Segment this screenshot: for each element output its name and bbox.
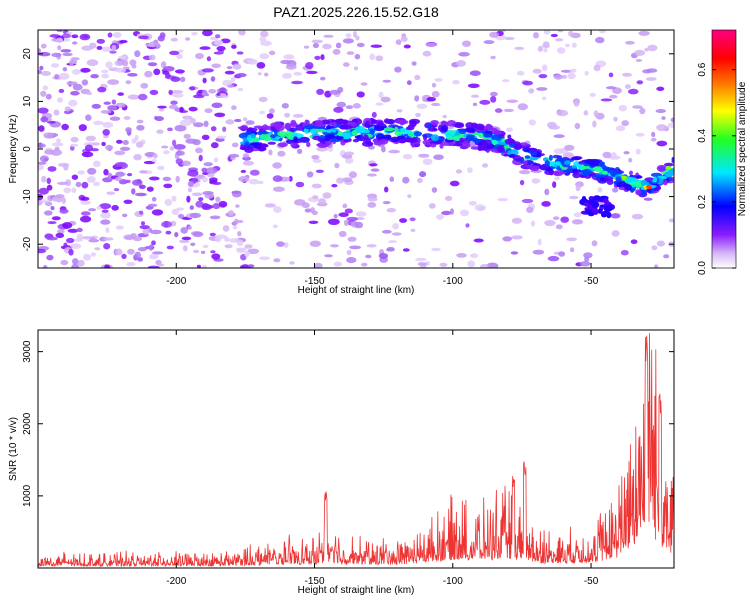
colorbar-tick-label: 0.2 xyxy=(697,195,708,209)
snr-x-tick-label: -200 xyxy=(166,576,186,587)
colorbar-tick-label: 0.6 xyxy=(697,62,708,76)
spectrogram-y-tick-label: -10 xyxy=(22,189,33,204)
spectrogram-x-tick-label: -50 xyxy=(584,276,599,287)
spectrogram-x-tick-label: -100 xyxy=(443,276,463,287)
spectrogram-y-tick-label: -20 xyxy=(22,237,33,252)
snr-panel: -200 -150 -100 -50 1000 2000 3000 Height of s… xyxy=(8,329,675,596)
spectrogram-x-tick-label: -150 xyxy=(305,276,325,287)
chart-title: PAZ1.2025.226.15.52.G18 xyxy=(273,4,439,20)
colorbar-label: Normalized spectral amplitude xyxy=(737,81,748,216)
spectrogram-x-axis-label: Height of straight line (km) xyxy=(298,285,415,296)
colorbar-tick-label: 0.4 xyxy=(697,128,708,142)
snr-y-axis-label: SNR (10 * v/v) xyxy=(8,417,19,481)
colorbar: 0.0 0.2 0.4 0.6 Normalized spectral amplitu… xyxy=(697,29,748,275)
spectrogram-x-tick-label: -200 xyxy=(166,276,186,287)
spectrogram-noise xyxy=(38,30,674,268)
spectrogram-y-tick-label: 20 xyxy=(22,48,33,60)
snr-x-axis-label: Height of straight line (km) xyxy=(298,585,415,596)
snr-x-tick-label: -100 xyxy=(443,576,463,587)
spectrogram-y-tick-label: 10 xyxy=(22,95,33,107)
colorbar-tick-label: 0.0 xyxy=(697,261,708,275)
spectrogram-ridge xyxy=(237,117,674,198)
spectrogram-y-tick-label: 0 xyxy=(22,146,33,152)
snr-y-tick-label: 1000 xyxy=(22,484,33,507)
spectrogram-secondary-feature xyxy=(579,195,616,219)
snr-x-tick-label: -150 xyxy=(305,576,325,587)
snr-y-tick-label: 2000 xyxy=(22,412,33,435)
snr-x-tick-label: -50 xyxy=(584,576,599,587)
spectrogram-y-axis-label: Frequency (Hz) xyxy=(8,115,19,184)
colorbar-gradient xyxy=(712,30,736,268)
snr-series-line xyxy=(38,332,674,568)
snr-y-tick-label: 3000 xyxy=(22,340,33,363)
spectrogram-heatmap xyxy=(38,30,674,268)
